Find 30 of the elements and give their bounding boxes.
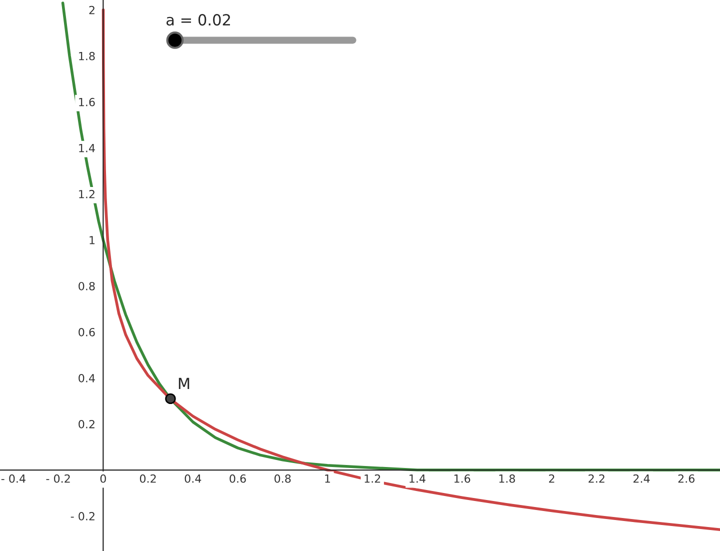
x-tick-label: 2.2	[588, 474, 604, 483]
annotation: M	[178, 378, 190, 389]
y-tick-label: 1.4	[79, 144, 95, 152]
x-tick-label: - 0.2	[46, 474, 70, 483]
y-tick-label: 1.8	[79, 52, 95, 60]
x-tick-label: 1.4	[410, 474, 426, 483]
annotation: a = 0.02	[166, 14, 230, 26]
x-tick-label: 1.2	[364, 474, 380, 483]
x-tick-label: 0.2	[140, 474, 156, 483]
x-tick-label: 2	[549, 474, 554, 483]
x-tick-label: 1.8	[499, 474, 515, 483]
y-tick-label: 0.6	[78, 328, 95, 336]
x-tick-label: 0.8	[274, 474, 291, 483]
y-tick-label: 1.2	[79, 190, 94, 198]
y-tick-label: 0.2	[78, 420, 94, 428]
y-tick-label: 1.6	[79, 98, 95, 106]
x-tick-label: 0	[100, 474, 106, 483]
line-series	[102, 8, 720, 531]
y-tick-label: 0.4	[78, 374, 95, 382]
y-tick-label: 1	[90, 236, 95, 244]
x-tick-label: 0.4	[184, 474, 202, 483]
x-tick-label: 0.6	[230, 474, 246, 483]
y-tick-label: - 0.2	[70, 512, 94, 520]
x-tick-label: 2.6	[678, 474, 694, 483]
y-tick-label: 0.8	[78, 282, 95, 290]
x-tick-label: - 0.4	[1, 474, 26, 483]
y-tick-label: 2	[89, 6, 94, 14]
x-tick-label: 1	[325, 474, 330, 483]
x-tick-label: 2.4	[633, 474, 650, 483]
x-tick-label: 1.6	[454, 474, 470, 483]
